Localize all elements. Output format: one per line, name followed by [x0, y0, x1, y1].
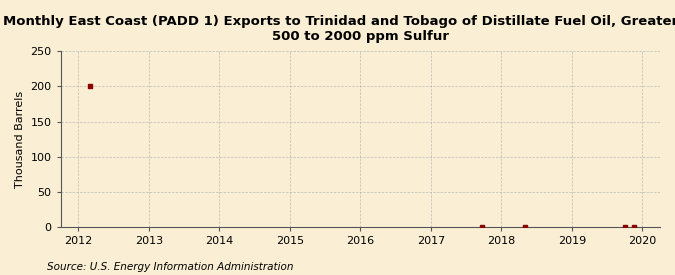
Point [519, 224, 530, 229]
Point [85, 84, 96, 89]
Title: Monthly East Coast (PADD 1) Exports to Trinidad and Tobago of Distillate Fuel Oi: Monthly East Coast (PADD 1) Exports to T… [3, 15, 675, 43]
Text: Source: U.S. Energy Information Administration: Source: U.S. Energy Information Administ… [47, 262, 294, 272]
Point [620, 224, 630, 229]
Point [628, 224, 639, 229]
Y-axis label: Thousand Barrels: Thousand Barrels [15, 90, 25, 188]
Point [477, 224, 487, 229]
